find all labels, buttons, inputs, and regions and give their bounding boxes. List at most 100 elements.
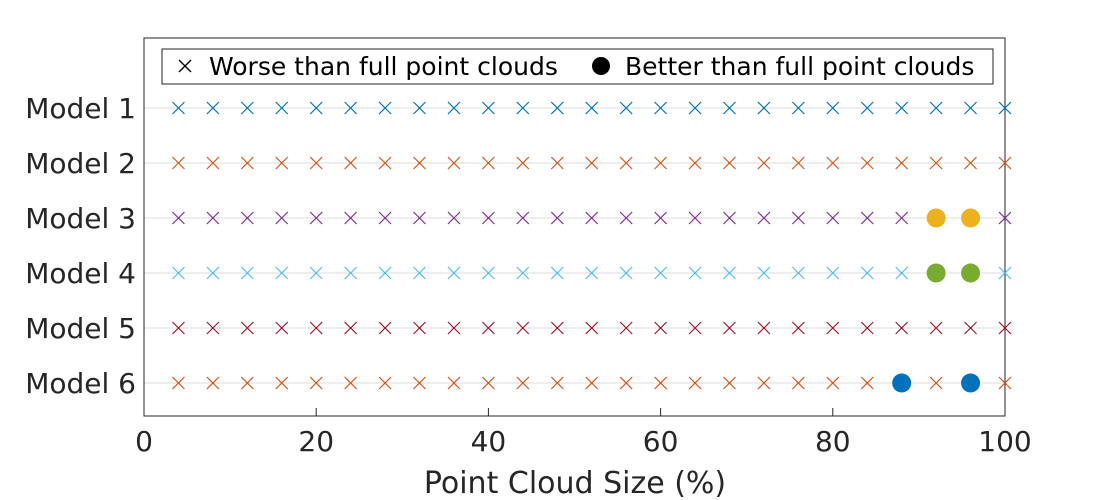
worse-point — [206, 266, 220, 280]
worse-point — [723, 101, 736, 115]
worse-point — [378, 211, 392, 225]
worse-point — [998, 321, 1012, 335]
legend-box — [161, 48, 994, 85]
worse-point — [585, 376, 599, 390]
worse-point — [172, 376, 185, 390]
gridlines — [144, 107, 1005, 384]
worse-point — [240, 266, 254, 280]
worse-point — [654, 376, 668, 390]
worse-point — [240, 101, 254, 115]
x-tick-label: 20 — [298, 425, 334, 458]
worse-point — [481, 211, 495, 225]
worse-point — [550, 321, 564, 335]
better-point — [961, 373, 981, 393]
worse-point — [860, 321, 874, 335]
worse-point — [206, 101, 220, 115]
worse-point — [791, 376, 805, 390]
worse-point — [791, 101, 805, 115]
worse-point — [619, 266, 633, 280]
worse-point — [929, 321, 943, 335]
worse-point — [964, 156, 977, 170]
worse-point — [723, 211, 736, 225]
worse-point — [757, 321, 771, 335]
worse-point — [413, 211, 426, 225]
better-point — [961, 208, 981, 228]
worse-point — [723, 156, 736, 170]
worse-point — [791, 266, 805, 280]
worse-point — [309, 211, 323, 225]
worse-point — [447, 321, 461, 335]
worse-point — [516, 321, 530, 335]
worse-point — [447, 101, 461, 115]
worse-point — [964, 321, 977, 335]
worse-point — [585, 156, 599, 170]
worse-point — [309, 321, 323, 335]
worse-point — [275, 156, 289, 170]
worse-point — [344, 101, 358, 115]
x-tick-labels: 0 20 40 60 80 100 — [135, 408, 1032, 458]
legend-better-label: Better than full point clouds — [625, 52, 974, 81]
worse-point — [240, 211, 254, 225]
worse-point — [688, 376, 702, 390]
worse-point — [723, 266, 736, 280]
worse-point — [619, 376, 633, 390]
worse-point — [964, 101, 977, 115]
better-point — [926, 208, 946, 228]
y-tick-label: Model 3 — [25, 202, 136, 235]
worse-point — [826, 101, 840, 115]
worse-point — [206, 376, 220, 390]
worse-point — [447, 376, 461, 390]
worse-point — [378, 156, 392, 170]
worse-point — [516, 101, 530, 115]
worse-point — [757, 101, 771, 115]
worse-point — [791, 211, 805, 225]
worse-point — [309, 266, 323, 280]
worse-point — [619, 211, 633, 225]
worse-point — [447, 156, 461, 170]
legend: Worse than full point clouds Better than… — [161, 48, 994, 85]
worse-point — [723, 321, 736, 335]
worse-point — [654, 266, 668, 280]
worse-point — [654, 101, 668, 115]
worse-point — [516, 376, 530, 390]
worse-point — [826, 156, 840, 170]
worse-point — [860, 156, 874, 170]
worse-point — [757, 156, 771, 170]
worse-point — [688, 156, 702, 170]
worse-point — [413, 321, 426, 335]
worse-point — [585, 211, 599, 225]
worse-point — [413, 266, 426, 280]
worse-point — [929, 156, 943, 170]
worse-point — [998, 376, 1012, 390]
worse-point — [481, 321, 495, 335]
worse-point — [516, 266, 530, 280]
worse-point — [378, 266, 392, 280]
better-point — [926, 263, 946, 283]
worse-point — [585, 101, 599, 115]
worse-point — [860, 211, 874, 225]
y-tick-label: Model 2 — [25, 147, 136, 180]
worse-point — [413, 101, 426, 115]
worse-point — [275, 101, 289, 115]
worse-point — [688, 211, 702, 225]
worse-point — [481, 376, 495, 390]
worse-point — [860, 266, 874, 280]
plot-area — [143, 37, 1006, 417]
worse-point — [275, 211, 289, 225]
y-tick-label: Model 5 — [25, 312, 136, 345]
x-tick-label: 80 — [815, 425, 851, 458]
legend-worse-label: Worse than full point clouds — [209, 52, 558, 81]
worse-point — [550, 376, 564, 390]
worse-point — [344, 266, 358, 280]
worse-point — [481, 101, 495, 115]
worse-point — [206, 321, 220, 335]
worse-point — [688, 266, 702, 280]
x-tick-label: 60 — [643, 425, 679, 458]
worse-point — [447, 211, 461, 225]
worse-point — [723, 376, 736, 390]
worse-point — [240, 376, 254, 390]
worse-point — [309, 156, 323, 170]
worse-point — [550, 266, 564, 280]
worse-point — [895, 321, 909, 335]
